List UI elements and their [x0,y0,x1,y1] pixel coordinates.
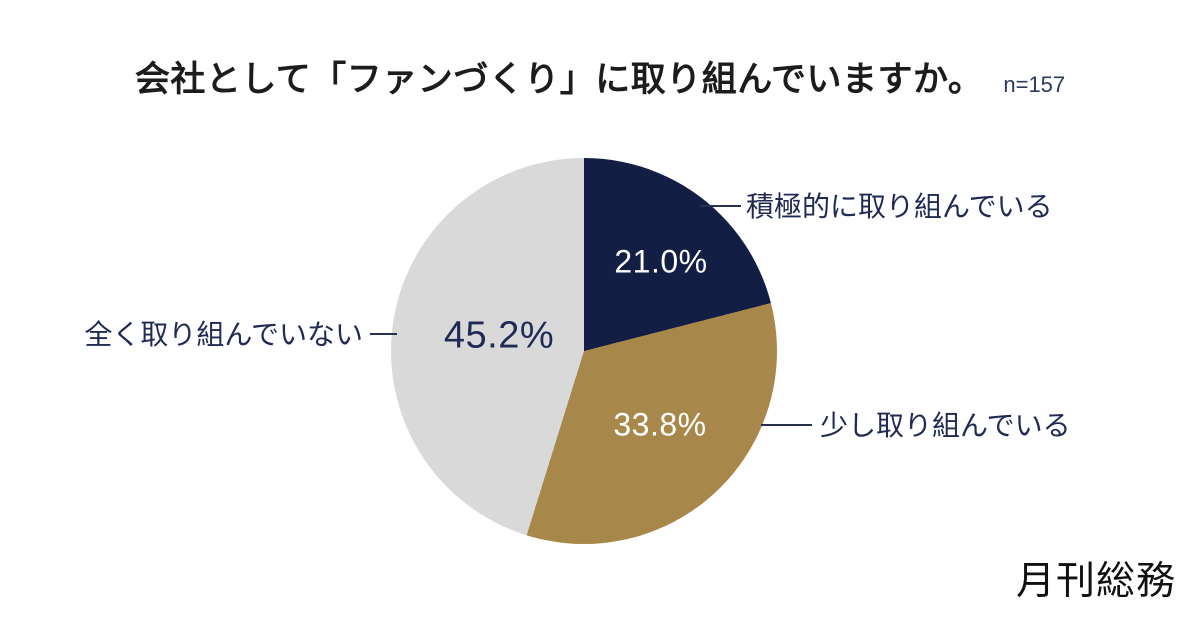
slice-label-actively-working: 積極的に取り組んでいる [746,191,1053,222]
chart-header: 会社として「ファンづくり」に取り組んでいますか。 n=157 [0,58,1200,102]
chart-title: 会社として「ファンづくり」に取り組んでいますか。 [134,60,984,99]
sample-size-label: n=157 [1003,71,1066,97]
slice-label-somewhat-working: 少し取り組んでいる [820,410,1071,441]
pie-chart [391,158,777,544]
slice-label-not-working: 全く取り組んでいない [84,319,363,350]
callout-line-actively-working [700,205,741,207]
callout-line-not-working [370,333,397,335]
callout-line-somewhat-working [761,424,812,426]
slice-value-not-working: 45.2% [443,314,555,357]
publisher-logo: 月刊総務 [1015,560,1176,603]
slice-value-actively-working: 21.0% [614,243,708,280]
slice-value-somewhat-working: 33.8% [613,406,707,443]
